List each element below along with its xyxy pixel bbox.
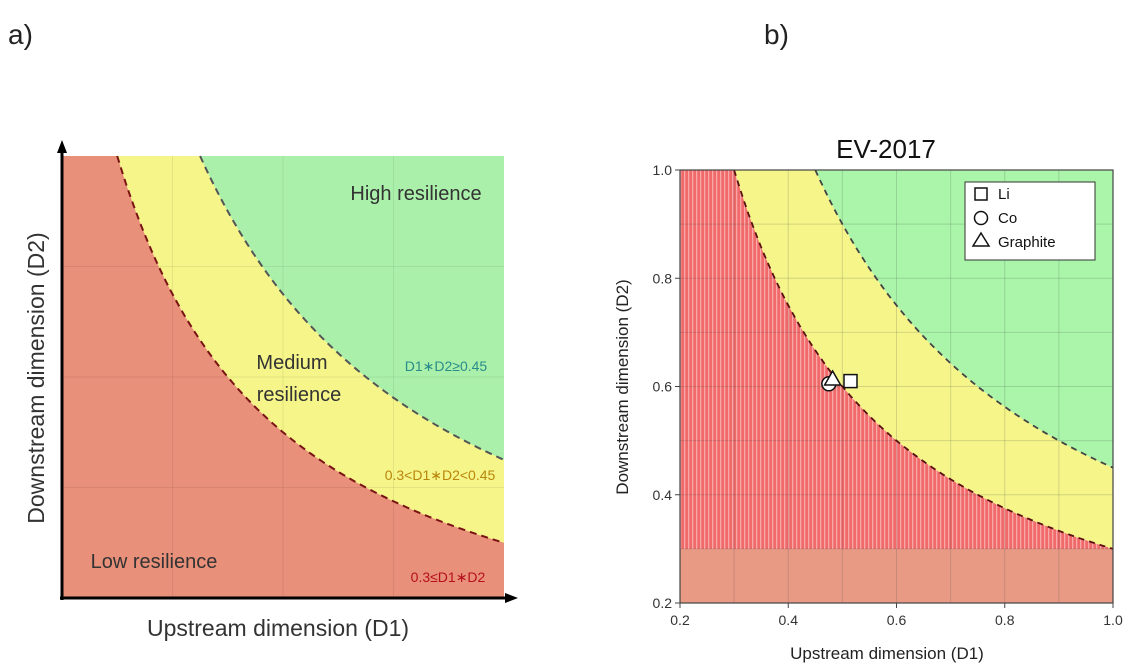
- panel-a-threshold-low: 0.3≤D1∗D2: [411, 569, 486, 585]
- panel-a-grid: [62, 156, 504, 598]
- panel-a: a) Upstream dimension (D1) Downstream di…: [8, 19, 518, 641]
- legend-circle-icon: [973, 210, 989, 226]
- panel-a-plot-area: [62, 156, 504, 598]
- panel-a-x-axis-arrow-icon: [505, 593, 518, 603]
- panel-a-region-label-medium-line2: resilience: [257, 384, 341, 406]
- panel-b-y-tick-label: 1.0: [653, 162, 673, 178]
- panel-a-boundary-curves: [116, 155, 505, 544]
- panel-b-y-tick-label: 0.8: [653, 270, 673, 286]
- panel-b-boundary-high: [814, 169, 1114, 469]
- marker-li: [843, 373, 858, 389]
- panel-b-ticks: 0.2 0.4 0.6 0.8 1.0 0.2 0.4 0.6 0.8 1.0: [653, 162, 1123, 628]
- panel-b-y-axis-label: Downstream dimension (D2): [613, 279, 632, 494]
- panel-b-y-tick-label: 0.2: [653, 595, 673, 611]
- panel-b-chart-title: EV-2017: [836, 134, 936, 164]
- panel-b-label: b): [764, 19, 789, 50]
- panel-b-x-tick-label: 0.8: [995, 612, 1015, 628]
- panel-a-boundary-low: [116, 155, 505, 544]
- panel-a-x-axis-label: Upstream dimension (D1): [147, 615, 409, 641]
- panel-a-region-label-low: Low resilience: [91, 551, 218, 573]
- panel-b-region-low-band: [680, 548, 1113, 603]
- panel-b-grid: [680, 170, 1113, 603]
- panel-b: b) EV-2017 0.2 0.4 0.6 0.8 1.0 0.2 0.4 0.6 0.8 1.…: [613, 19, 1123, 663]
- panel-b-x-tick-label: 0.4: [779, 612, 799, 628]
- panel-a-threshold-medium: 0.3<D1∗D2<0.45: [385, 467, 496, 483]
- marker-graphite: [823, 369, 842, 386]
- legend-label-li: Li: [998, 186, 1010, 203]
- panel-b-boundary-low: [733, 169, 1114, 550]
- panel-b-y-tick-label: 0.4: [653, 487, 673, 503]
- panel-b-x-tick-label: 0.2: [670, 612, 690, 628]
- panel-a-label: a): [8, 19, 33, 50]
- legend-label-graphite: Graphite: [998, 234, 1056, 251]
- panel-b-x-tick-label: 1.0: [1103, 612, 1123, 628]
- panel-a-region-low: [62, 156, 504, 598]
- legend-triangle-icon: [971, 231, 991, 247]
- panel-a-y-axis-arrow-icon: [57, 140, 67, 153]
- panel-b-x-axis-label: Upstream dimension (D1): [790, 644, 984, 663]
- panel-a-region-label-high: High resilience: [350, 183, 481, 205]
- panel-b-region-low: [680, 170, 1113, 603]
- panel-b-boundary-curves: [733, 169, 1114, 550]
- panel-b-x-tick-label: 0.6: [887, 612, 907, 628]
- panel-a-y-axis-label: Downstream dimension (D2): [23, 232, 49, 523]
- legend-square-icon: [974, 187, 988, 201]
- legend-label-co: Co: [998, 210, 1017, 227]
- panel-a-threshold-high: D1∗D2≥0.45: [405, 358, 488, 374]
- panel-b-markers: [821, 369, 858, 392]
- panel-a-region-label-medium-line1: Medium: [256, 352, 327, 374]
- panel-b-legend: Li Co Graphite: [964, 181, 1096, 261]
- panel-b-y-tick-label: 0.6: [653, 379, 673, 395]
